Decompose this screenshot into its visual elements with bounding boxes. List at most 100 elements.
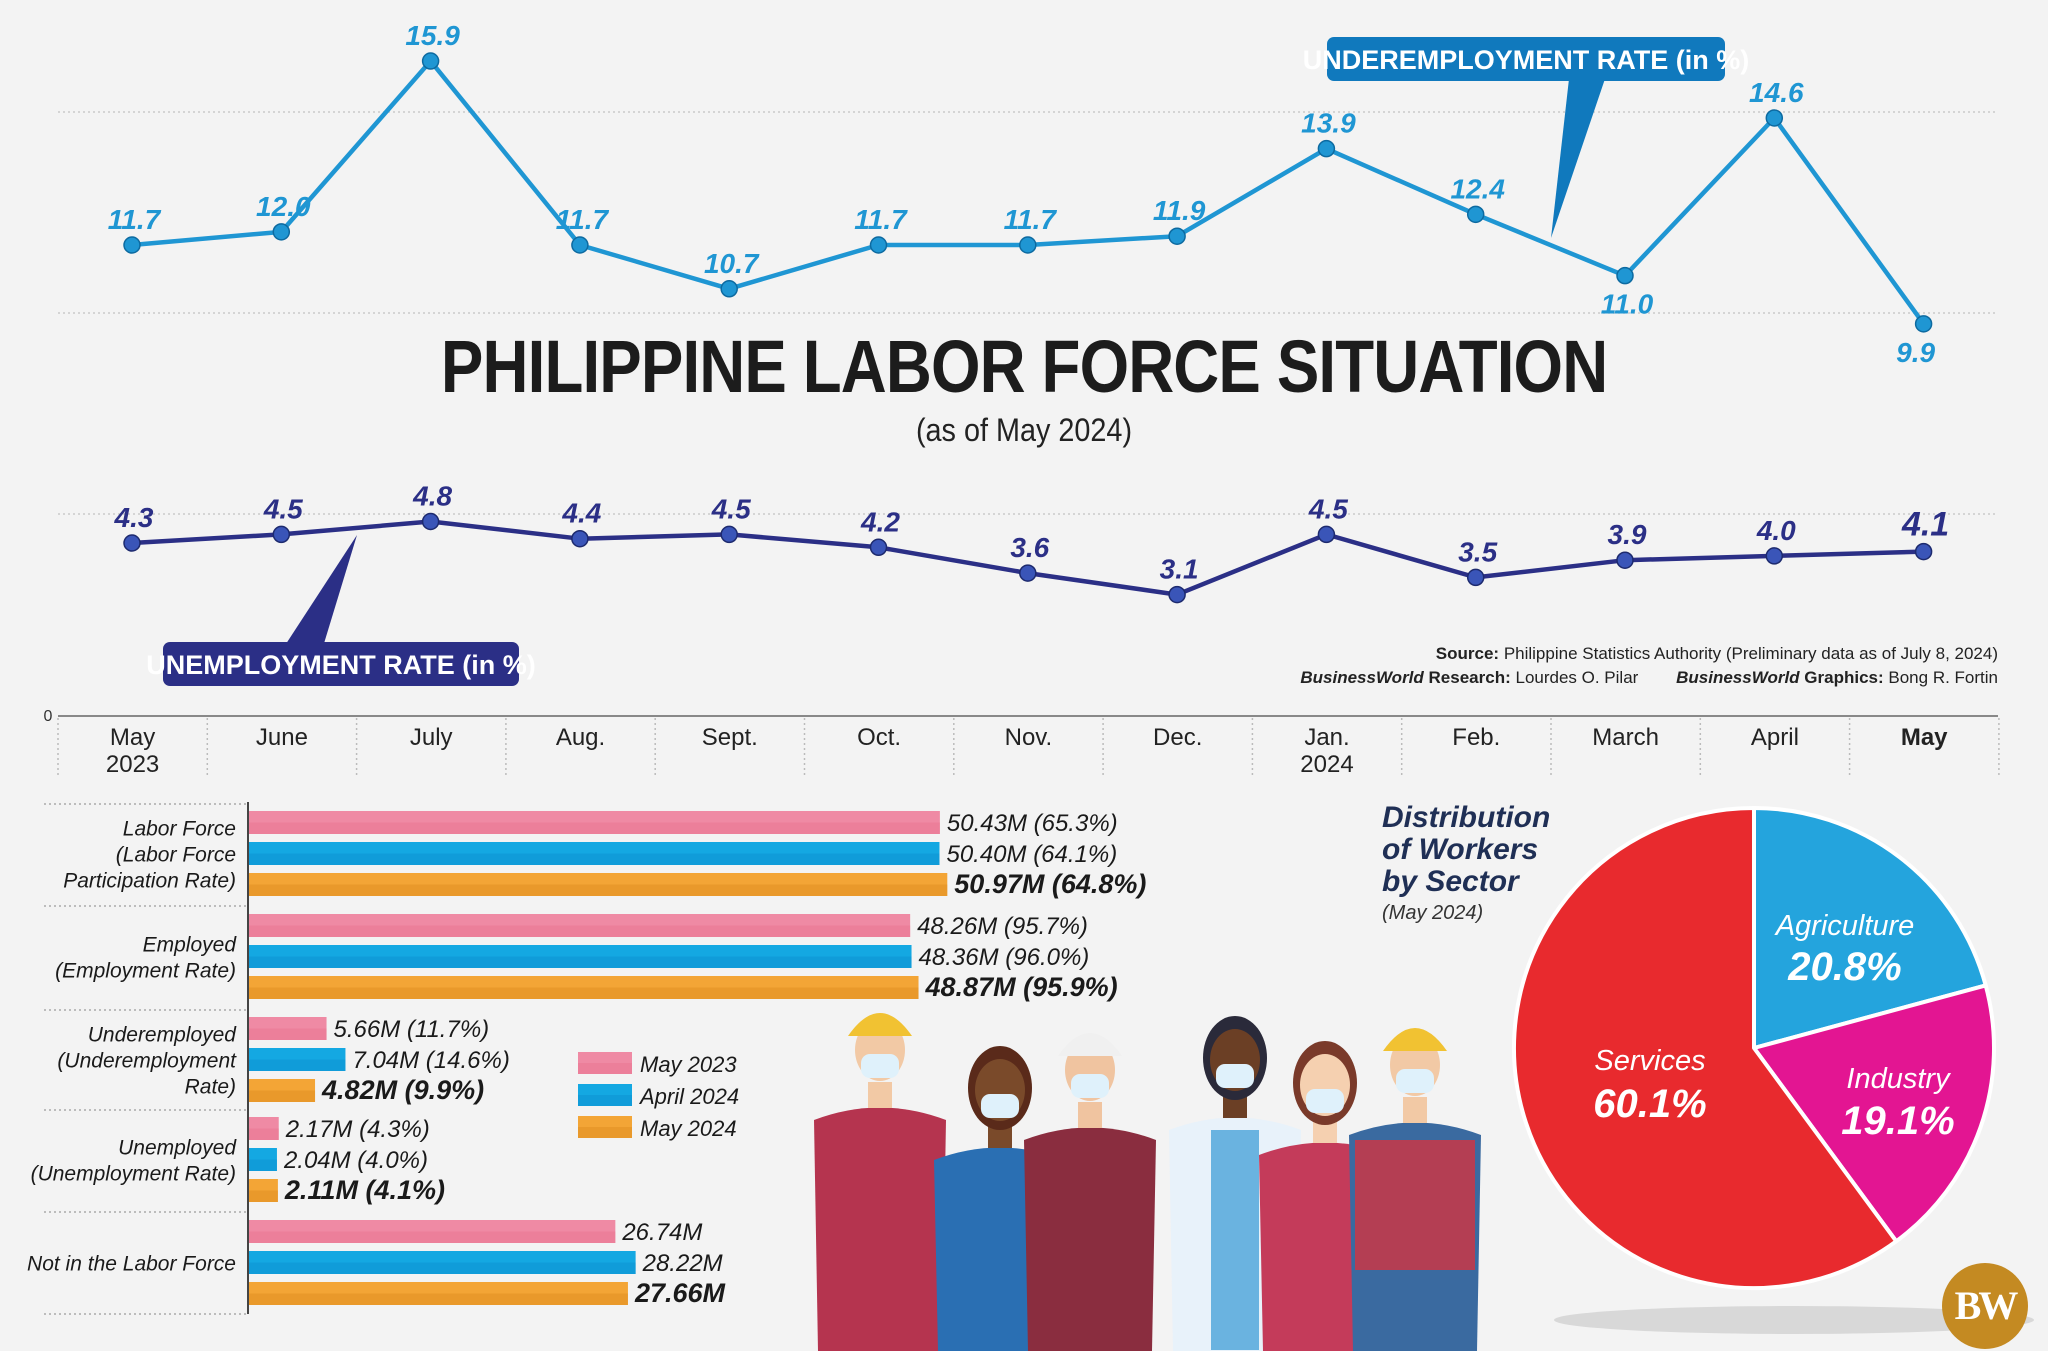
- unemployment-point: [421, 512, 440, 531]
- legend-label: April 2024: [638, 1084, 739, 1109]
- bar-value-label: 5.66M (11.7%): [334, 1016, 490, 1043]
- unemployment-point: [869, 538, 888, 557]
- worker-hat: [1383, 1028, 1447, 1051]
- unemployment-value-label: 3.5: [1458, 536, 1497, 567]
- underemployment-value-label: 10.7: [704, 248, 760, 279]
- unemployment-value-label: 4.5: [263, 493, 303, 524]
- pie-title-line: Distribution: [1382, 801, 1551, 834]
- bar-value-label: 48.87M (95.9%): [925, 972, 1118, 1002]
- bar: [249, 1017, 327, 1040]
- page-title: PHILIPPINE LABOR FORCE SITUATION: [440, 325, 1608, 408]
- source-text: Philippine Statistics Authority (Prelimi…: [1503, 644, 1998, 663]
- workers-illustration: [814, 1013, 1481, 1351]
- pie-slice: [1752, 806, 1988, 1050]
- month-tick-label: May: [110, 724, 155, 751]
- worker-scrubs: [1211, 1130, 1259, 1350]
- unemployment-value-label: 4.1: [1901, 506, 1949, 544]
- category-label: (Underemployment: [57, 1050, 237, 1073]
- bar-shade: [249, 1128, 279, 1140]
- worker-hat: [1058, 1033, 1122, 1056]
- pie-slice-value: 60.1%: [1593, 1082, 1706, 1126]
- research-name: Lourdes O. Pilar: [1515, 668, 1639, 687]
- worker-neck: [1078, 1102, 1102, 1128]
- underemployment-point: [720, 280, 738, 298]
- worker-vest: [1355, 1140, 1475, 1270]
- legend-swatch: [578, 1052, 632, 1074]
- month-tick-label: June: [256, 724, 308, 751]
- underemployment-point: [1914, 315, 1933, 333]
- category-label: (Unemployment Rate): [31, 1163, 236, 1186]
- month-tick-label: May: [1901, 724, 1948, 751]
- worker-mask: [981, 1094, 1019, 1118]
- pie-slice-label: Services: [1594, 1045, 1705, 1077]
- worker-neck: [1403, 1097, 1427, 1123]
- bar-shade: [249, 956, 912, 968]
- bar: [249, 945, 912, 968]
- month-tick-label: 2023: [106, 751, 159, 778]
- bar: [249, 1179, 278, 1202]
- research-label: Research:: [1428, 668, 1511, 687]
- category-label: (Labor Force: [116, 844, 236, 867]
- pie-slice-value: 19.1%: [1841, 1099, 1954, 1143]
- pie-slice: [1512, 806, 1899, 1290]
- month-tick-label: July: [410, 724, 453, 751]
- bar: [249, 1251, 636, 1274]
- underemployment-value-label: 12.4: [1450, 173, 1505, 204]
- legend-swatch-shade: [578, 1095, 632, 1106]
- underemployment-value-label: 9.9: [1896, 337, 1935, 368]
- unemployment-value-label: 4.0: [1756, 515, 1796, 546]
- underemployment-point: [1616, 266, 1634, 285]
- gridlines: [58, 111, 1995, 515]
- bar: [249, 842, 940, 865]
- bar-shade: [249, 1159, 277, 1171]
- worker-body: [1024, 1127, 1156, 1351]
- underemployment-point: [1317, 139, 1336, 158]
- bar-value-label: 4.82M (9.9%): [321, 1075, 484, 1105]
- unemployment-point: [1317, 525, 1336, 544]
- bar-shade: [249, 987, 919, 999]
- unemployment-point: [571, 529, 589, 548]
- unemployment-point: [720, 525, 738, 544]
- worker-mask: [1071, 1074, 1109, 1098]
- bar-value-label: 2.04M (4.0%): [283, 1147, 428, 1174]
- worker-figure: [814, 1013, 946, 1351]
- bar-value-label: 2.17M (4.3%): [285, 1116, 430, 1143]
- underemployment-value-label: 11.7: [1004, 204, 1058, 235]
- businessworld-logo: BW: [1942, 1263, 2028, 1349]
- callout-pointer: [1551, 70, 1608, 238]
- worker-mask: [1216, 1064, 1254, 1088]
- underemployment-point: [1466, 205, 1485, 224]
- bar-shade: [249, 853, 940, 865]
- legend-swatch: [578, 1116, 632, 1138]
- unemployment-value-label: 4.4: [561, 498, 601, 529]
- labor-force-bar-chart: Labor Force (Labor Force Participation Rat…: [27, 802, 1146, 1315]
- pie-title-line: of Workers: [1382, 833, 1539, 866]
- bar-value-label: 26.74M: [621, 1219, 702, 1246]
- bar-value-label: 50.43M (65.3%): [947, 810, 1118, 837]
- underemployment-value-label: 11.0: [1601, 289, 1654, 320]
- pie-subtitle: (May 2024): [1382, 902, 1484, 924]
- pie-slice: [1752, 983, 1996, 1244]
- bar-value-label: 50.40M (64.1%): [946, 841, 1117, 868]
- bar-shade: [249, 1028, 327, 1040]
- bar: [249, 1220, 616, 1243]
- underemployment-line: [131, 58, 1926, 326]
- source-line: Source: Philippine Statistics Authority …: [1300, 642, 1998, 666]
- pie-shadow: [1554, 1306, 2034, 1334]
- legend-swatch-shade: [578, 1127, 632, 1138]
- worker-mask: [861, 1054, 899, 1078]
- pie-slice-label: Industry: [1846, 1063, 1951, 1095]
- callout-box: [163, 642, 519, 686]
- month-tick-label: Nov.: [1005, 724, 1053, 751]
- bar-shade: [249, 925, 911, 937]
- unemployment-point: [1466, 568, 1485, 587]
- category-label: Participation Rate): [63, 870, 236, 893]
- unemployment-point: [1616, 551, 1634, 569]
- unemployment-point: [1019, 564, 1037, 582]
- underemployment-value-label: 15.9: [405, 20, 460, 51]
- underemployment-point: [123, 236, 141, 254]
- underemployment-point: [272, 223, 291, 241]
- bar-value-label: 50.97M (64.8%): [954, 869, 1146, 899]
